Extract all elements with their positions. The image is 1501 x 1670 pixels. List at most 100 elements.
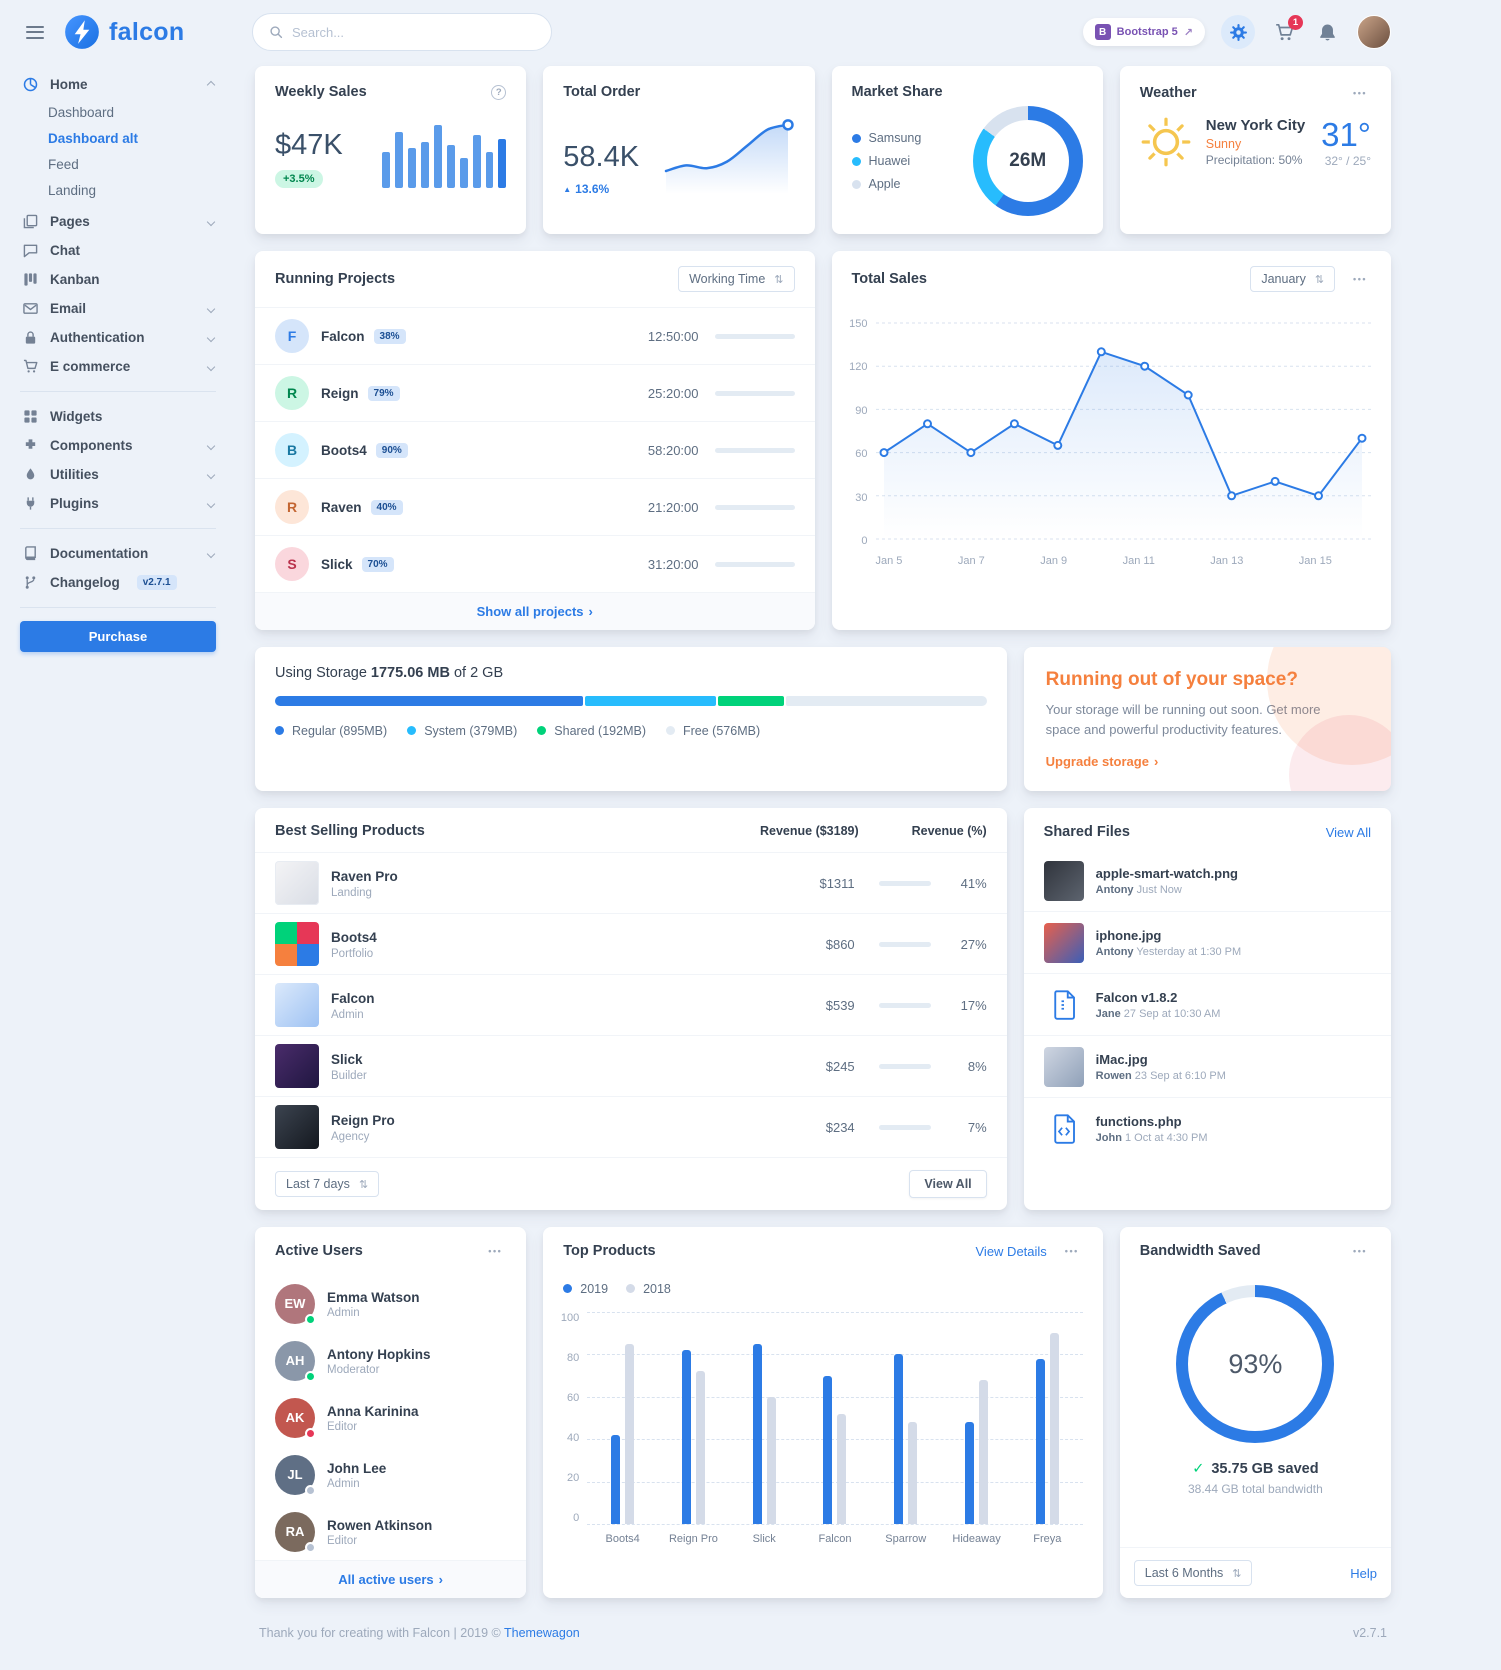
sidebar-item-label: Pages [50,214,90,229]
table-row[interactable]: Boots4 Portfolio $860 27% [255,913,1007,974]
bandwidth-donut-chart: 93% [1176,1285,1335,1443]
ellipsis-menu-icon[interactable]: ••• [1064,1246,1079,1256]
help-link[interactable]: Help [1350,1565,1377,1581]
file-row[interactable]: Falcon v1.8.2 Jane 27 Sep at 10:30 AM [1023,973,1391,1035]
all-active-users-link[interactable]: All active users › [255,1560,527,1598]
sidebar-item-documentation[interactable]: Documentation [20,539,216,568]
card-title: Weekly Sales [275,84,367,100]
legend-item[interactable]: 2019 [563,1277,608,1300]
show-all-projects-link[interactable]: Show all projects › [255,592,815,630]
file-author: Antony [1095,884,1134,896]
project-row[interactable]: S Slick 70% 31:20:00 [255,535,815,592]
user-row[interactable]: RA Rowen Atkinson Editor [255,1503,526,1560]
select-caret-icon: ⇅ [774,273,784,286]
settings-gear-button[interactable] [1221,15,1255,49]
sidebar-item-landing[interactable]: Landing [48,182,97,198]
sidebar-item-feed[interactable]: Feed [48,156,79,172]
file-row[interactable]: iphone.jpg Antony Yesterday at 1:30 PM [1023,911,1391,973]
sidebar-item-label: Chat [50,243,80,258]
project-progress-badge: 70% [361,556,394,572]
storage-segment-shared [717,696,785,706]
project-progress-bar [714,447,795,453]
sidebar-item-changelog[interactable]: Changelog v2.7.1 [20,568,216,597]
notifications-bell-button[interactable] [1314,19,1341,46]
project-row[interactable]: F Falcon 38% 12:50:00 [255,307,815,364]
project-name: Slick [321,556,353,572]
view-all-button[interactable]: View All [909,1170,987,1198]
table-row[interactable]: Falcon Admin $539 17% [255,974,1007,1035]
search-box[interactable] [252,13,552,51]
ellipsis-menu-icon[interactable]: ••• [1353,88,1367,98]
weekly-sales-value: $47K [275,129,343,161]
select-value: Working Time [689,272,766,286]
legend-item[interactable]: 2018 [626,1277,671,1300]
page-footer: Thank you for creating with Falcon | 201… [255,1598,1391,1670]
table-row[interactable]: Raven Pro Landing $1311 41% [255,852,1007,913]
search-input[interactable] [292,24,535,40]
chevron-down-icon [206,470,216,479]
legend-item: Huawei [851,150,922,173]
hamburger-menu-button[interactable] [20,20,50,45]
themewagon-link[interactable]: Themewagon [504,1626,580,1640]
help-icon[interactable]: ? [491,84,507,100]
sidebar-item-authentication[interactable]: Authentication [20,323,216,352]
user-row[interactable]: AK Anna Karinina Editor [255,1389,526,1446]
file-row[interactable]: functions.php John 1 Oct at 4:30 PM [1023,1097,1391,1159]
ellipsis-menu-icon[interactable]: ••• [488,1246,503,1256]
period-select[interactable]: Last 6 Months ⇅ [1133,1560,1253,1586]
user-row[interactable]: EW Emma Watson Admin [255,1275,526,1332]
sidebar-item-chat[interactable]: Chat [20,236,216,265]
sidebar-item-plugins[interactable]: Plugins [20,489,216,518]
bar-group [1012,1312,1083,1524]
weather-city: New York City [1205,117,1306,134]
purchase-button[interactable]: Purchase [20,621,216,652]
weather-info: New York City Sunny Precipitation: 50% [1206,117,1305,167]
upgrade-storage-link[interactable]: Upgrade storage › [1045,754,1159,769]
sidebar-item-dashboard-alt[interactable]: Dashboard alt [48,130,139,146]
project-row[interactable]: R Reign 79% 25:20:00 [255,364,815,421]
sidebar-item-home[interactable]: Home [20,70,216,99]
bar [965,1422,975,1524]
view-all-link[interactable]: View All [1325,824,1371,840]
project-row[interactable]: B Boots4 90% 58:20:00 [255,421,815,478]
chevron-right-icon: › [588,604,593,619]
sidebar-item-email[interactable]: Email [20,294,216,323]
user-name: Anna Karinina [327,1403,419,1419]
date-range-select[interactable]: Last 7 days ⇅ [275,1171,380,1197]
sidebar-item-ecommerce[interactable]: E commerce [20,352,216,381]
market-share-card: Market Share Samsung Huawei Apple 26M [831,66,1103,234]
storage-segment-free [786,696,987,706]
sidebar-item-components[interactable]: Components [20,431,216,460]
sidebar-item-widgets[interactable]: Widgets [20,402,216,431]
user-row[interactable]: JL John Lee Admin [255,1446,526,1503]
table-row[interactable]: Slick Builder $245 8% [255,1035,1007,1096]
project-name: Raven [321,499,362,515]
donut-center-value: 93% [1188,1297,1323,1431]
brand-logo[interactable]: falcon [64,14,184,50]
view-details-link[interactable]: View Details [975,1243,1047,1259]
sidebar-item-kanban[interactable]: Kanban [20,265,216,294]
user-row[interactable]: AH Antony Hopkins Moderator [255,1332,526,1389]
project-avatar: S [275,547,309,581]
bootstrap5-badge[interactable]: B Bootstrap 5 ↗ [1082,18,1205,46]
user-avatar[interactable] [1357,15,1391,49]
project-progress-bar [714,504,795,510]
working-time-select[interactable]: Working Time ⇅ [678,266,795,292]
table-row[interactable]: Reign Pro Agency $234 7% [255,1096,1007,1157]
legend-dot [407,726,417,735]
sidebar-item-dashboard[interactable]: Dashboard [48,104,115,120]
ellipsis-menu-icon[interactable]: ••• [1353,274,1367,284]
project-progress-badge: 38% [373,328,406,344]
sidebar-item-pages[interactable]: Pages [20,207,216,236]
file-row[interactable]: iMac.jpg Rowen 23 Sep at 6:10 PM [1023,1035,1391,1097]
revenue-pct-bar [878,1002,931,1008]
sidebar-item-utilities[interactable]: Utilities [20,460,216,489]
x-axis-labels: Boots4 Reign Pro Slick Falcon Sparrow Hideawa… [605,1533,1062,1545]
month-select[interactable]: January ⇅ [1250,266,1336,292]
ellipsis-menu-icon[interactable]: ••• [1353,1246,1367,1256]
cart-button[interactable]: 1 [1271,14,1303,46]
project-row[interactable]: R Raven 40% 21:20:00 [255,478,815,535]
file-name: apple-smart-watch.png [1095,866,1238,881]
space-warning-title: Running out of your space? [1045,669,1298,690]
file-row[interactable]: apple-smart-watch.png Antony Just Now [1024,850,1391,911]
